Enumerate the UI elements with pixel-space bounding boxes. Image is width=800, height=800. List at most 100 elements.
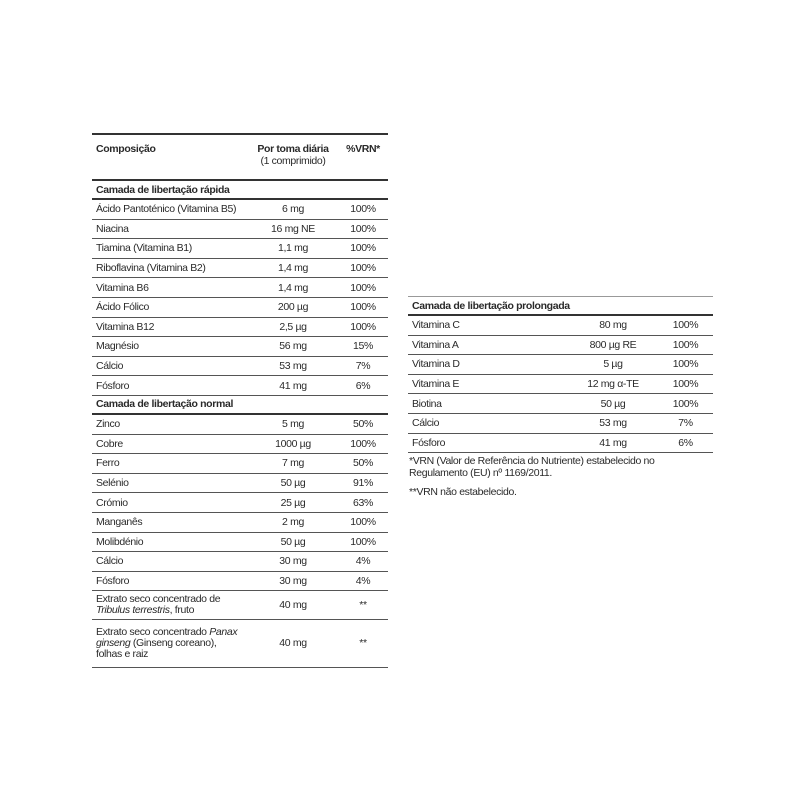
composition-table: Composição Por toma diária (1 comprimido)… <box>92 133 388 669</box>
dose-value: 80 mg <box>568 315 658 336</box>
extract-name: Extrato seco concentrado Panax ginseng (… <box>92 619 248 669</box>
dose-value: 53 mg <box>248 356 338 377</box>
dose-value: 1000 µg <box>248 434 338 455</box>
table-row: Fósforo 30 mg 4% <box>92 571 388 592</box>
table-row: Fósforo 41 mg 6% <box>92 375 388 396</box>
vrn-value: 100% <box>658 335 713 356</box>
dose-value: 2 mg <box>248 512 338 533</box>
table-row: Magnésio 56 mg 15% <box>92 336 388 357</box>
table-row: Selénio 50 µg 91% <box>92 473 388 494</box>
vrn-value: ** <box>338 590 388 621</box>
vrn-value: 100% <box>338 317 388 338</box>
vrn-value: 100% <box>658 393 713 414</box>
header-vrn: %VRN* <box>338 134 388 181</box>
nutrient-name: Vitamina B12 <box>92 317 248 338</box>
vrn-value: 100% <box>338 219 388 240</box>
table-row: Niacina 16 mg NE 100% <box>92 219 388 240</box>
nutrient-name: Fósforo <box>92 375 248 396</box>
header-dose: Por toma diária (1 comprimido) <box>248 134 338 181</box>
nutrient-name: Fósforo <box>408 433 568 454</box>
extract-name-part: , fruto <box>169 604 195 617</box>
extract-name-part: Extrato seco concentrado <box>96 626 210 639</box>
nutrient-name: Manganês <box>92 512 248 533</box>
nutrient-name: Vitamina C <box>408 315 568 336</box>
nutrient-name: Fósforo <box>92 571 248 592</box>
dose-value: 53 mg <box>568 413 658 434</box>
table-row: Vitamina A 800 µg RE 100% <box>408 335 713 356</box>
vrn-value: 100% <box>658 374 713 395</box>
extract-name-part: Tribulus terrestris <box>96 604 170 617</box>
prolonged-release-table: Camada de libertação prolongada Vitamina… <box>408 296 713 454</box>
vrn-value: 100% <box>338 532 388 553</box>
table-row: Biotina 50 µg 100% <box>408 393 713 414</box>
table-row: Vitamina C 80 mg 100% <box>408 315 713 336</box>
nutrient-name: Molibdénio <box>92 532 248 553</box>
dose-value: 16 mg NE <box>248 219 338 240</box>
dose-label: Por toma diária <box>257 143 329 155</box>
table-row: Ferro 7 mg 50% <box>92 453 388 474</box>
dose-value: 41 mg <box>568 433 658 454</box>
nutrient-name: Ácido Pantoténico (Vitamina B5) <box>92 199 248 220</box>
vrn-value: 100% <box>338 238 388 259</box>
dose-value: 12 mg α-TE <box>568 374 658 395</box>
nutrient-name: Cálcio <box>92 356 248 377</box>
table-row: Ácido Pantoténico (Vitamina B5) 6 mg 100% <box>92 199 388 220</box>
dose-value: 50 µg <box>248 532 338 553</box>
dose-value: 50 µg <box>248 473 338 494</box>
table-row: Cálcio 53 mg 7% <box>92 356 388 377</box>
vrn-value: 100% <box>338 512 388 533</box>
nutrient-name: Riboflavina (Vitamina B2) <box>92 258 248 279</box>
table-row: Molibdénio 50 µg 100% <box>92 532 388 553</box>
nutrient-name: Vitamina B6 <box>92 277 248 298</box>
table-row: Manganês 2 mg 100% <box>92 512 388 533</box>
table-row: Ácido Fólico 200 µg 100% <box>92 297 388 318</box>
vrn-value: 7% <box>338 356 388 377</box>
vrn-value: 4% <box>338 571 388 592</box>
extract-name-part: (Ginseng coreano), folhas e raiz <box>96 637 217 661</box>
dose-value: 7 mg <box>248 453 338 474</box>
nutrient-name: Cálcio <box>408 413 568 434</box>
footnote-not-established: **VRN não estabelecido. <box>409 486 517 498</box>
vrn-value: 100% <box>338 199 388 220</box>
nutrient-name: Biotina <box>408 393 568 414</box>
table-row: Vitamina B6 1,4 mg 100% <box>92 277 388 298</box>
dose-value: 30 mg <box>248 571 338 592</box>
vrn-value: 100% <box>338 434 388 455</box>
vrn-value: 100% <box>658 315 713 336</box>
nutrient-name: Zinco <box>92 413 248 435</box>
vrn-value: 100% <box>658 354 713 375</box>
section-title: Camada de libertação rápida <box>92 180 388 200</box>
section-title: Camada de libertação prolongada <box>408 296 713 316</box>
extract-name-part: Panax ginseng <box>96 626 238 650</box>
dose-value: 50 µg <box>568 393 658 414</box>
dose-value: 40 mg <box>248 590 338 621</box>
section-header: Camada de libertação prolongada <box>408 296 713 316</box>
vrn-value: 6% <box>658 433 713 454</box>
table-row: Vitamina E 12 mg α-TE 100% <box>408 374 713 395</box>
dose-value: 5 µg <box>568 354 658 375</box>
nutrient-name: Vitamina E <box>408 374 568 395</box>
vrn-value: 100% <box>338 258 388 279</box>
dose-value: 56 mg <box>248 336 338 357</box>
vrn-value: 4% <box>338 551 388 572</box>
nutrient-name: Selénio <box>92 473 248 494</box>
nutrient-name: Cálcio <box>92 551 248 572</box>
dose-value: 800 µg RE <box>568 335 658 356</box>
table-row: Fósforo 41 mg 6% <box>408 433 713 454</box>
section-header: Camada de libertação rápida <box>92 180 388 200</box>
table-row: Cálcio 53 mg 7% <box>408 413 713 434</box>
dose-value: 5 mg <box>248 413 338 435</box>
vrn-value: 6% <box>338 375 388 396</box>
nutrient-name: Vitamina D <box>408 354 568 375</box>
nutrient-name: Ácido Fólico <box>92 297 248 318</box>
nutrient-name: Crómio <box>92 492 248 513</box>
footnote-vrn: *VRN (Valor de Referência do Nutriente) … <box>409 455 655 479</box>
vrn-value: 7% <box>658 413 713 434</box>
section-title: Camada de libertação normal <box>92 395 388 415</box>
nutrient-name: Cobre <box>92 434 248 455</box>
extract-name: Extrato seco concentrado de Tribulus ter… <box>92 590 248 621</box>
dose-value: 1,4 mg <box>248 258 338 279</box>
dose-sublabel: (1 comprimido) <box>260 155 326 167</box>
vrn-value: 100% <box>338 277 388 298</box>
vrn-value: 50% <box>338 413 388 435</box>
